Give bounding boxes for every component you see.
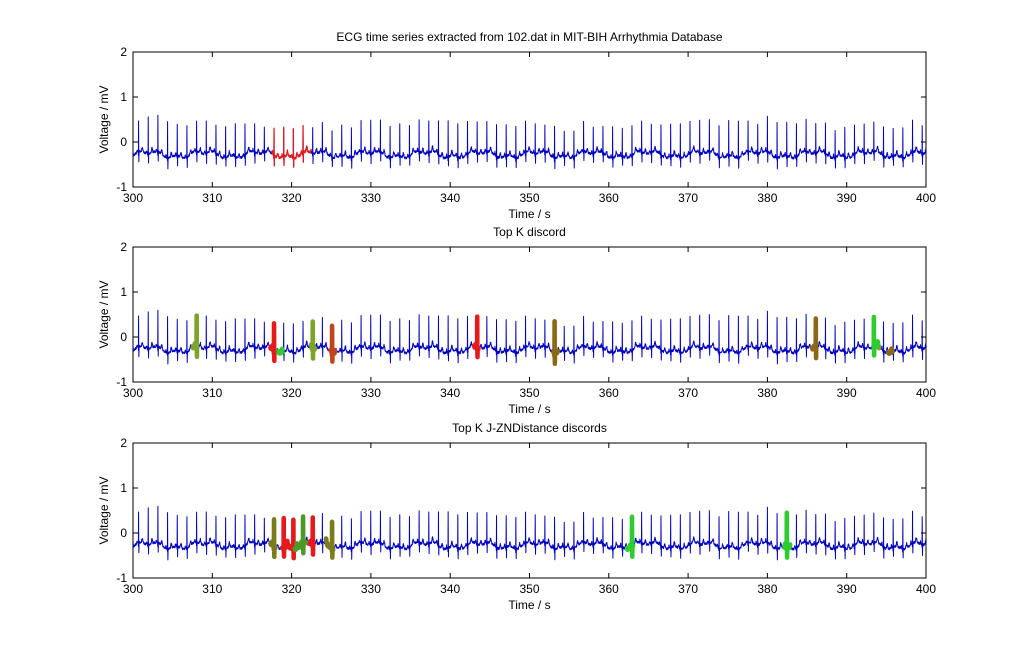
panel-3-xlabel: Time / s (508, 598, 550, 612)
panel-3-ecg-line (133, 505, 926, 561)
panel-1-axes-box (132, 51, 927, 188)
panel-3-xtick-label: 300 (123, 582, 143, 596)
panel-3-discord-1-1 (268, 517, 278, 560)
panel-3-ylabel: Voltage / mV (97, 476, 111, 544)
panel-3-xtick-label: 360 (599, 582, 619, 596)
panel-1: ECG time series extracted from 102.dat i… (97, 30, 936, 221)
panel-2-discord-4-1 (328, 323, 338, 364)
panel-3: Top K J-ZNDistance discords Time / s Vol… (97, 421, 936, 612)
panel-2-xtick-label: 370 (678, 386, 698, 400)
panel-1-xtick-label: 320 (282, 191, 302, 205)
panel-2-ylabel: Voltage / mV (97, 280, 111, 348)
panel-2-xtick-label: 400 (916, 386, 936, 400)
panel-1-xtick-label: 380 (757, 191, 777, 205)
panel-3-xtick-label: 320 (282, 582, 302, 596)
panel-2-xtick-label: 380 (757, 386, 777, 400)
panel-2-title: Top K discord (493, 225, 566, 239)
panel-3-title: Top K J-ZNDistance discords (452, 421, 607, 435)
panel-3-xtick-label: 390 (837, 582, 857, 596)
panel-1-xtick-label: 330 (361, 191, 381, 205)
panel-1-xtick-label: 340 (440, 191, 460, 205)
panel-2-discord-3-1 (275, 346, 286, 356)
panel-1-xtick-label: 360 (599, 191, 619, 205)
panel-3-axes-box (132, 442, 927, 579)
panel-2-plot-area: 300 310 320 330 340 350 360 370 380 390 400 -1 0 1 2 (116, 240, 936, 400)
panel-2-xtick-label: 300 (123, 386, 143, 400)
panel-2-discord-5-1 (551, 318, 561, 366)
panel-1-ytick-label: 1 (120, 90, 127, 104)
panel-2-discord-2-2 (471, 314, 481, 360)
panel-1-xlabel: Time / s (508, 207, 550, 221)
panel-2-axes-box (132, 246, 927, 383)
panel-1-ecg-line (133, 114, 926, 170)
panel-2-xlabel: Time / s (508, 402, 550, 416)
panel-1-ytick-label: -1 (116, 180, 127, 194)
panel-3-ytick-label: 0 (120, 526, 127, 540)
panel-1-discord-1-1 (271, 124, 313, 168)
panel-2-discord-5-3 (885, 346, 895, 357)
panel-1-ytick-label: 0 (120, 135, 127, 149)
panel-3-discord-1-2 (323, 519, 336, 560)
panel-2-ytick-label: 1 (120, 285, 127, 299)
panel-1-ylabel: Voltage / mV (97, 85, 111, 153)
panel-2-discord-2-1 (268, 321, 278, 364)
panel-1-xtick-label: 390 (837, 191, 857, 205)
panel-2-xtick-label: 340 (440, 386, 460, 400)
panel-2-xtick-label: 350 (519, 386, 539, 400)
panel-3-xtick-label: 310 (202, 582, 222, 596)
panel-1-xtick-label: 300 (123, 191, 143, 205)
panel-2-ecg-line (133, 309, 926, 365)
panel-2-xtick-label: 330 (361, 386, 381, 400)
panel-3-xtick-label: 370 (678, 582, 698, 596)
panel-1-ytick-label: 2 (120, 45, 127, 59)
panel-2-discord-1-2 (308, 319, 318, 361)
panel-2-discord-3-2 (871, 314, 881, 358)
panel-2-xtick-label: 320 (282, 386, 302, 400)
panel-3-xtick-label: 380 (757, 582, 777, 596)
panel-1-xtick-label: 310 (202, 191, 222, 205)
panel-1-xtick-label: 370 (678, 191, 698, 205)
panel-1-plot-area: 300 310 320 330 340 350 360 370 380 390 400 -1 0 1 2 (116, 45, 936, 205)
panel-1-xtick-label: 400 (916, 191, 936, 205)
panel-3-ytick-label: 2 (120, 436, 127, 450)
panel-2-ytick-label: 0 (120, 330, 127, 344)
panel-3-xtick-label: 400 (916, 582, 936, 596)
panel-3-discord-2-2 (305, 515, 316, 557)
panel-2-ytick-label: -1 (116, 375, 127, 389)
panel-3-ytick-label: 1 (120, 481, 127, 495)
panel-3-discord-4-1 (624, 514, 636, 559)
panel-2-discord-5-2 (809, 316, 819, 361)
panel-3-xtick-label: 350 (519, 582, 539, 596)
panel-1-xtick-label: 350 (519, 191, 539, 205)
panel-3-ytick-label: -1 (116, 571, 127, 585)
panel-2-xtick-label: 310 (202, 386, 222, 400)
panel-3-discord-2-1 (279, 515, 297, 561)
panel-3-xtick-label: 340 (440, 582, 460, 596)
panel-2-ytick-label: 2 (120, 240, 127, 254)
panel-2-xtick-label: 360 (599, 386, 619, 400)
panel-2: Top K discord Time / s Voltage / mV 300 3… (97, 225, 936, 416)
panel-2-discord-1-1 (190, 313, 200, 360)
panel-3-xtick-label: 330 (361, 582, 381, 596)
panel-1-title: ECG time series extracted from 102.dat i… (336, 30, 722, 44)
panel-3-discord-4-2 (781, 510, 793, 560)
panel-2-xtick-label: 390 (837, 386, 857, 400)
panel-3-plot-area: 300 310 320 330 340 350 360 370 380 390 400 -1 0 1 2 (116, 436, 936, 596)
panel-3-discord-3-1 (292, 514, 309, 556)
